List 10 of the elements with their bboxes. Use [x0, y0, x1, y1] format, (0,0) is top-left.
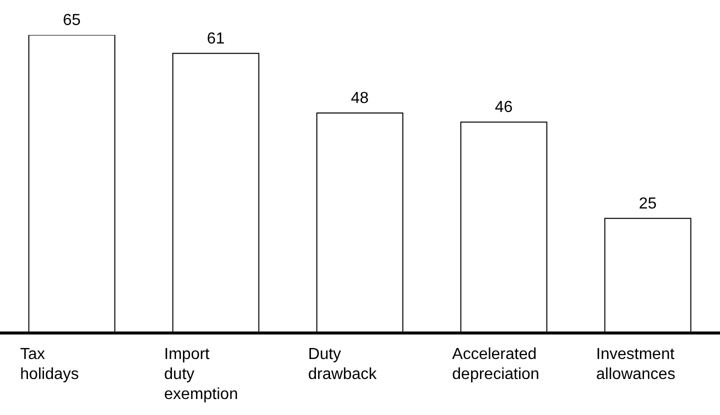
x-tick-label: Import duty exemption [164, 346, 238, 403]
x-tick-label: Tax holidays [20, 346, 79, 383]
x-tick-label: Investment allowances [596, 346, 676, 383]
x-tick-label: Accelerated depreciation [452, 346, 540, 383]
data-label: 46 [494, 99, 513, 116]
data-label: 61 [206, 30, 225, 48]
x-tick-label: Duty drawback [308, 346, 378, 383]
data-label: 25 [638, 195, 657, 212]
data-label: 48 [350, 90, 369, 107]
data-label: 65 [62, 12, 81, 29]
